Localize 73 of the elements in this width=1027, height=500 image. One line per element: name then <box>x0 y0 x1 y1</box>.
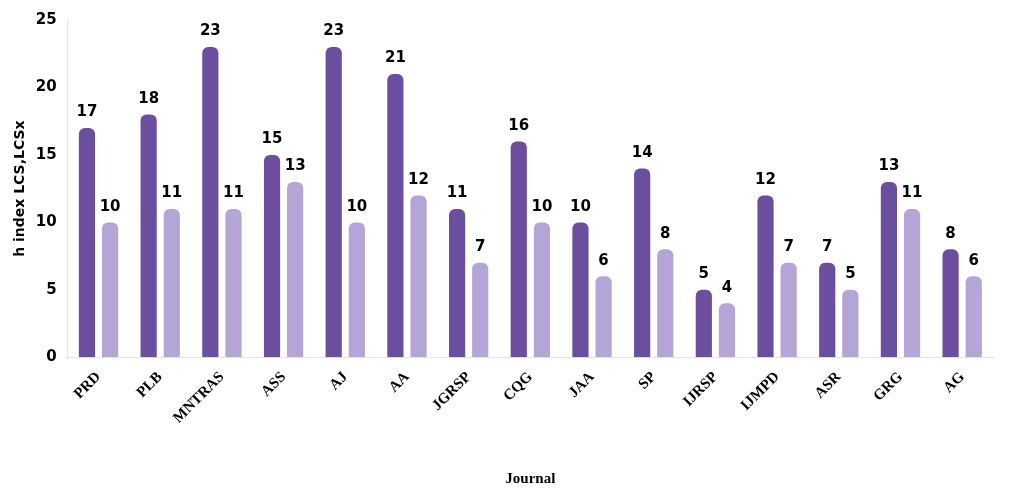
data-label: 17 <box>76 102 98 121</box>
bar <box>510 141 527 358</box>
data-label: 11 <box>901 183 923 202</box>
y-tick-label: 10 <box>35 212 57 231</box>
data-label: 11 <box>161 183 183 202</box>
bar <box>757 195 774 358</box>
x-axis-title: Journal <box>505 469 556 486</box>
bar <box>202 46 219 358</box>
data-label: 11 <box>446 183 468 202</box>
bar <box>78 127 96 358</box>
data-label: 5 <box>698 264 710 283</box>
y-tick-label: 20 <box>35 77 57 96</box>
y-tick-label: 25 <box>35 9 57 28</box>
data-label: 23 <box>199 21 221 40</box>
bar <box>387 73 404 358</box>
data-label: 12 <box>408 169 429 188</box>
data-label: 10 <box>99 196 121 215</box>
bar <box>819 262 836 358</box>
data-label: 6 <box>598 250 609 269</box>
bar <box>780 262 797 358</box>
bar <box>880 181 897 358</box>
data-label: 21 <box>384 48 406 67</box>
x-tick-label: AJ <box>325 367 351 393</box>
bar <box>448 208 466 358</box>
data-label: 4 <box>721 277 733 296</box>
data-label: 11 <box>223 183 244 202</box>
data-label: 10 <box>346 196 368 215</box>
bar <box>595 276 612 358</box>
bar <box>472 262 489 358</box>
data-label: 18 <box>138 88 160 107</box>
data-label: 14 <box>631 142 653 161</box>
data-label: 5 <box>845 264 856 283</box>
data-label: 10 <box>531 196 553 215</box>
bar <box>842 289 859 358</box>
data-label: 10 <box>570 196 591 215</box>
y-tick-label: 0 <box>46 347 57 366</box>
data-label: 13 <box>878 156 900 175</box>
bar <box>410 195 427 358</box>
data-label: 13 <box>284 156 306 175</box>
y-axis-title: h index LCS,LCSx <box>11 120 28 257</box>
data-label: 6 <box>968 250 979 269</box>
data-label: 16 <box>508 115 530 134</box>
bar <box>903 208 921 358</box>
y-tick-label: 5 <box>46 279 57 298</box>
bar <box>718 303 736 358</box>
bar <box>965 276 982 358</box>
x-tick-label: SP <box>634 368 659 392</box>
data-label: 15 <box>261 129 283 148</box>
x-tick-label: AA <box>385 368 412 395</box>
data-label: 7 <box>475 237 486 256</box>
data-label: 23 <box>323 21 345 40</box>
bar <box>163 208 180 358</box>
data-label: 12 <box>755 169 776 188</box>
bar <box>657 249 674 358</box>
bar <box>225 208 242 358</box>
bar <box>348 222 365 358</box>
bar <box>287 181 304 358</box>
data-label: 8 <box>945 223 956 242</box>
x-tick-label: JAA <box>564 368 597 401</box>
bar <box>942 249 959 358</box>
bar <box>325 46 342 358</box>
bar <box>140 114 157 358</box>
bar <box>572 222 589 358</box>
y-tick-label: 15 <box>35 144 57 163</box>
bar <box>634 168 651 358</box>
bar <box>263 154 281 358</box>
bar <box>695 289 712 358</box>
data-label: 7 <box>821 237 833 256</box>
bar <box>101 222 119 358</box>
bar <box>533 222 550 358</box>
data-label: 8 <box>660 223 671 242</box>
data-label: 7 <box>783 237 794 256</box>
x-tick-label: AG <box>939 367 968 396</box>
